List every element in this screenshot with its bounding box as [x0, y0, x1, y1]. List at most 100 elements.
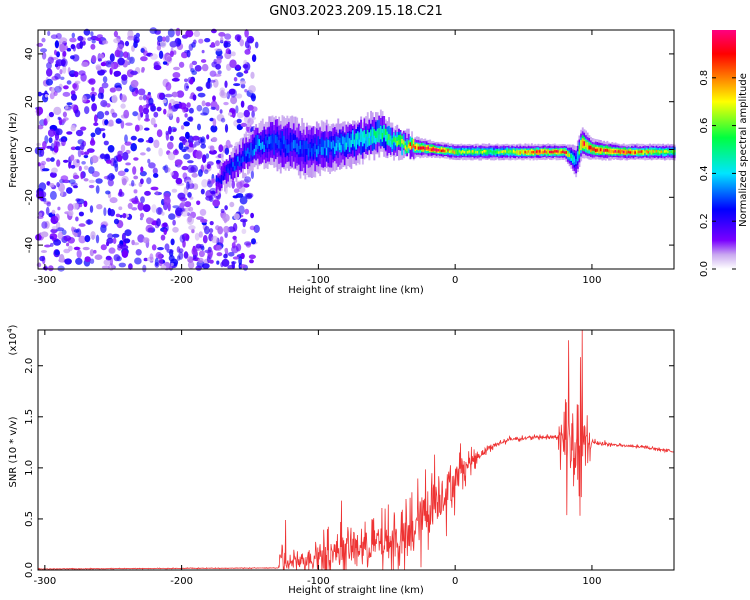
spectrogram-noise-cell [167, 108, 174, 117]
spectrogram-ridge-cell [242, 156, 244, 163]
colorbar: 0.0 0.2 0.4 0.6 0.8 Normalized spectral ampl… [699, 30, 749, 277]
spectrogram-noise-cell [168, 102, 172, 111]
spectrogram-ridge-cell [613, 150, 615, 154]
spectrogram-noise-cell [200, 59, 207, 63]
spectrogram-ridge-cell [279, 142, 282, 151]
spectrogram-noise-cell [75, 257, 83, 265]
spectrogram-noise-cell [48, 265, 54, 272]
spectrogram-ridge-cell [616, 150, 619, 154]
spectrogram-noise-cell [149, 253, 154, 261]
spectrogram-ridge-cell [389, 135, 392, 142]
spectrogram-noise-cell [246, 123, 251, 127]
snr-x-ticks: -300 -200 -100 0 100 [33, 330, 601, 587]
spectrogram-ridge-cell [373, 129, 376, 143]
spectrogram-noise-cell [116, 44, 124, 49]
spectrogram-noise-cell [150, 105, 157, 112]
spectrogram-ridge-cell [353, 139, 356, 147]
spectrogram-ridge-cell [227, 168, 230, 173]
spectrogram-ridge-cell [534, 151, 537, 154]
spectrogram-ridge-cell [673, 149, 676, 153]
spectrogram-noise-cell [41, 191, 47, 198]
spectrogram-ridge-cell [227, 163, 230, 173]
spectrogram-noise-cell [186, 181, 190, 190]
spectrogram-ridge-cell [549, 150, 551, 154]
y-tick-label: 0.0 [24, 562, 35, 578]
spectrogram-noise-cell [248, 37, 254, 44]
spectrogram-ridge-cell [389, 136, 392, 148]
spectrogram-ridge-cell [388, 134, 390, 140]
spectrogram-ridge-cell [412, 144, 415, 148]
spectrogram-ridge-cell [378, 129, 381, 143]
spectrogram-noise-cell [95, 185, 100, 194]
spectrogram-noise-cell [232, 222, 238, 232]
spectrogram-noise-cell [176, 246, 181, 253]
spectrogram-noise-cell [167, 152, 176, 161]
spectrogram-ridge-cell [585, 142, 587, 147]
spectrogram-noise-cell [46, 68, 53, 77]
spectrogram-ridge-cell [503, 150, 505, 153]
spectrogram-noise-cell [122, 213, 127, 219]
spectrogram-noise-cell [47, 56, 54, 64]
spectrogram-noise-cell [90, 95, 95, 101]
spectrogram-noise-cell [137, 138, 144, 143]
spectrogram-ridge-cell [273, 138, 276, 155]
spectrogram-ridge-cell [352, 134, 354, 142]
spectrogram-ridge-cell [379, 128, 382, 136]
spectrogram-noise-cell [70, 182, 78, 187]
spectrogram-noise-cell [50, 34, 58, 39]
spectrogram-ridge-cell [608, 149, 610, 153]
spectrogram-noise-cell [181, 165, 189, 171]
spectrogram-noise-cell [183, 153, 191, 160]
spectrogram-ridge-cell [311, 148, 313, 157]
spectrogram-noise-cell [66, 131, 73, 135]
spectrogram-noise-cell [36, 42, 44, 47]
spectrogram-ridge-cell [363, 130, 366, 138]
spectrogram-noise-cell [229, 144, 233, 148]
spectrogram-ridge-cell [365, 133, 368, 141]
spectrogram-noise-cell [67, 203, 74, 212]
spectrogram-noise-cell [51, 167, 58, 174]
spectrogram-noise-cell [201, 100, 206, 107]
spectrogram-noise-cell [100, 62, 107, 67]
spectrogram-ridge-cell [411, 140, 413, 148]
spectrogram-ridge-cell [378, 128, 381, 135]
spectrogram-noise-cell [63, 235, 72, 242]
spectrogram-ridge-cell [355, 133, 358, 141]
spectrogram-ridge-cell [517, 150, 520, 154]
spectrogram-noise-cell [44, 94, 49, 98]
spectrogram-noise-cell [45, 78, 54, 86]
spectrogram-ridge-cell [631, 151, 633, 154]
spectrogram-noise-cell [88, 78, 96, 85]
spectrogram-noise-cell [37, 91, 43, 97]
spectrogram-ridge-cell [670, 150, 673, 153]
spectrogram-ridge-cell [662, 150, 665, 154]
spectrogram-noise-cell [250, 170, 254, 179]
spectrogram-ridge-cell [355, 136, 358, 150]
spectrogram-noise-cell [200, 138, 205, 143]
spectrogram-noise-cell [117, 150, 123, 156]
spectrogram-noise-cell [45, 157, 51, 162]
spectrogram-ridge-cell [578, 148, 581, 154]
spectrogram-noise-cell [236, 181, 243, 189]
spectrogram-noise-cell [163, 196, 171, 206]
spectrogram-noise-cell [130, 79, 139, 88]
spectrogram-noise-cell [109, 53, 115, 62]
spectrogram-noise-cell [122, 51, 129, 58]
spectrogram-noise-cell [125, 122, 133, 126]
spectrogram-noise-cell [200, 218, 208, 223]
spectrogram-noise-cell [172, 149, 179, 156]
spectrogram-noise-cell [74, 80, 81, 85]
spectrogram-noise-cell [95, 178, 103, 184]
spectrogram-ridge-cell [563, 151, 566, 154]
spectrogram-noise-cell [251, 238, 256, 245]
spectrogram-noise-cell [171, 91, 178, 98]
spectrogram-noise-cell [109, 197, 118, 204]
spectrogram-noise-cell [41, 51, 47, 60]
spectrogram-noise-cell [58, 138, 65, 142]
spectrogram-ridge-cell [614, 150, 617, 153]
spectrogram-noise-cell [188, 107, 194, 114]
spectrogram-ridge-cell [443, 149, 446, 153]
spectrogram-noise-cell [194, 232, 200, 241]
y-tick-label: 2.0 [24, 358, 35, 374]
spectrogram-noise-cell [233, 83, 241, 87]
